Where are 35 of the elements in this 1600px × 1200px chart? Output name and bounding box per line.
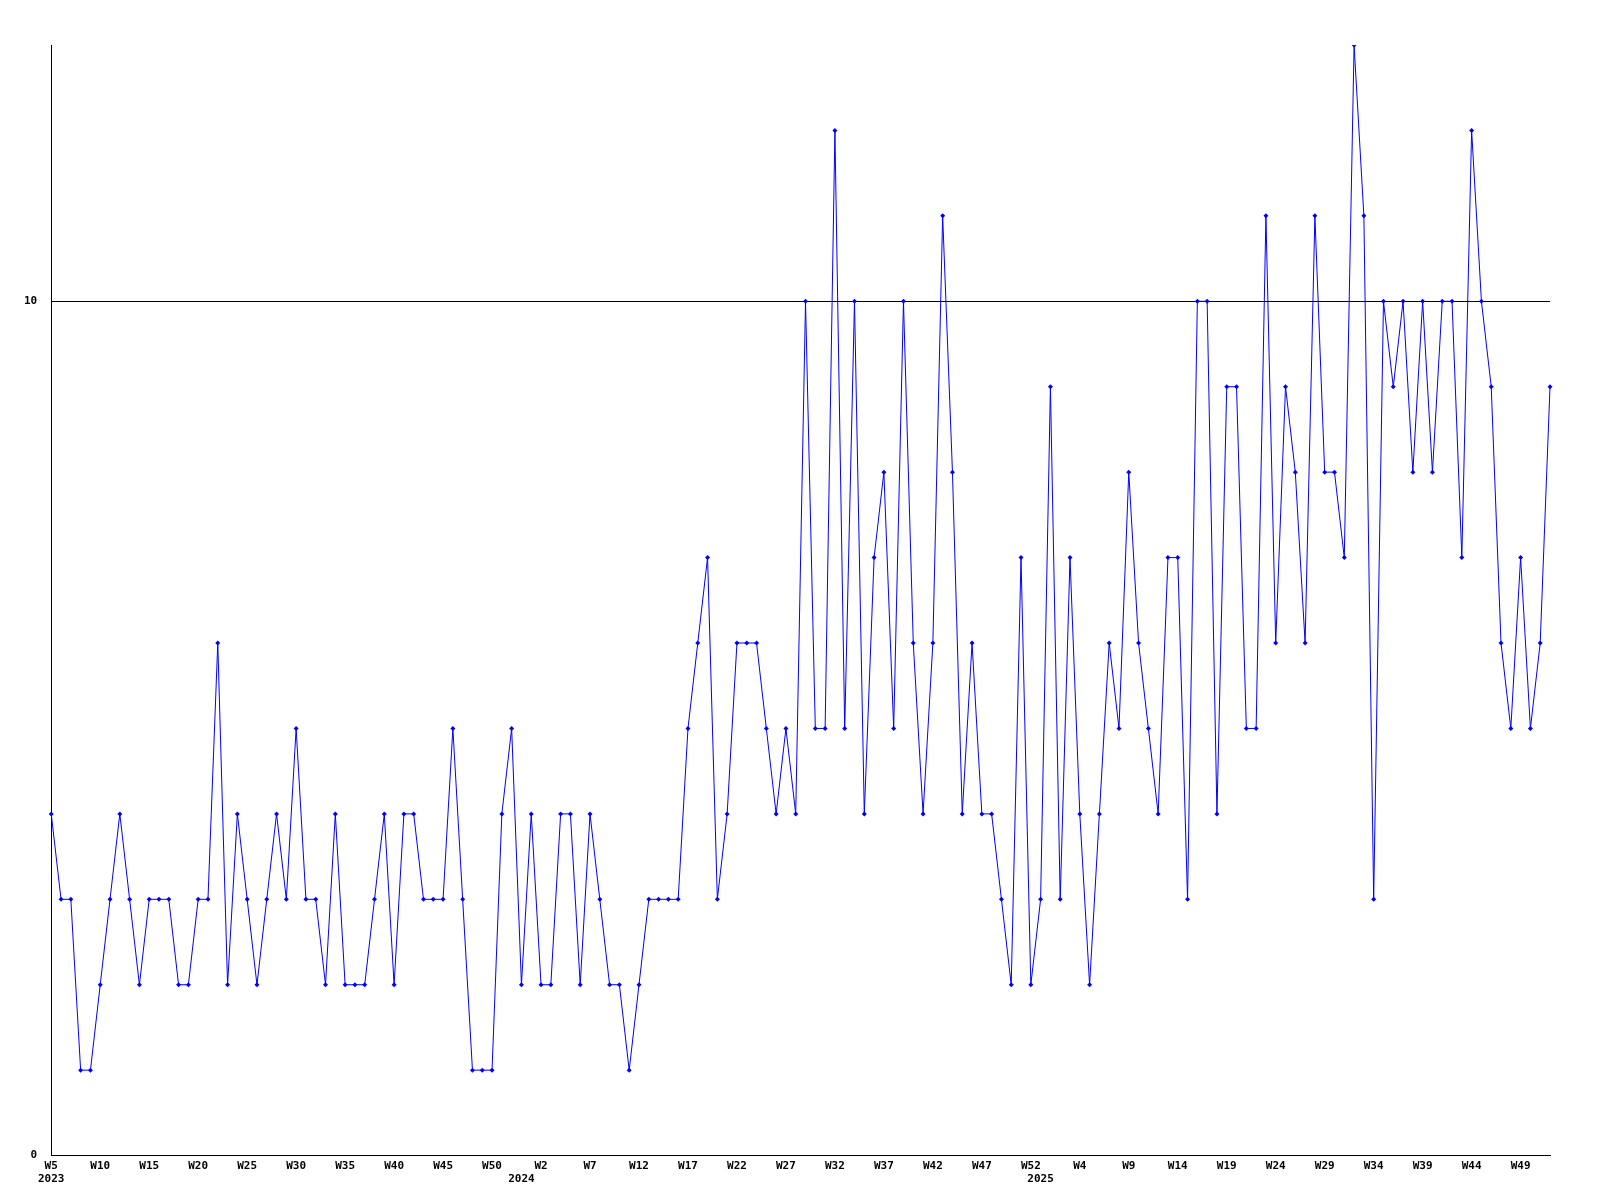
x-tick-label: W32 [824, 1159, 845, 1173]
x-tick-label: W14 [1167, 1159, 1189, 1173]
x-tick-label: W4 [1073, 1159, 1087, 1173]
x-tick-label: W45 [433, 1159, 454, 1173]
x-tick-label: W37 [873, 1159, 894, 1173]
x-tick-label: W25 [237, 1159, 258, 1173]
x-tick-label: W15 [139, 1159, 160, 1173]
x-tick-label: 2024 [508, 1172, 536, 1186]
x-tick-label: W17 [678, 1159, 698, 1173]
x-tick-label: W9 [1122, 1159, 1136, 1173]
x-tick-label: W52 [1020, 1159, 1041, 1173]
x-tick-label: W29 [1314, 1159, 1335, 1173]
x-tick-label: W40 [384, 1159, 405, 1173]
x-tick-label: W27 [775, 1159, 796, 1173]
x-tick-label: W10 [90, 1159, 111, 1173]
x-tick-label: 2025 [1027, 1172, 1054, 1186]
x-tick-label: W47 [971, 1159, 992, 1173]
x-tick-label: W12 [629, 1159, 649, 1173]
x-tick-label: W35 [335, 1159, 356, 1173]
x-tick-label: W19 [1216, 1159, 1237, 1173]
x-tick-label: W39 [1412, 1159, 1433, 1173]
x-tick-label: W5 2023 [38, 1159, 65, 1186]
x-tick-label: W30 [286, 1159, 307, 1173]
x-tick-label: W49 [1510, 1159, 1531, 1173]
x-tick-label: W20 [188, 1159, 209, 1173]
x-tick-label: W2 [534, 1159, 548, 1173]
x-tick-label: W24 [1265, 1159, 1287, 1173]
y-tick-label: 0 [30, 1148, 38, 1162]
x-tick-label: W34 [1363, 1159, 1384, 1173]
x-tick-label: W50 [482, 1159, 502, 1173]
y-tick-label: 10 [24, 294, 38, 308]
x-tick-label: W7 [583, 1159, 597, 1173]
x-tick-label: W44 [1461, 1159, 1482, 1173]
x-tick-label: W22 [727, 1159, 747, 1173]
x-tick-label: W42 [922, 1159, 943, 1173]
